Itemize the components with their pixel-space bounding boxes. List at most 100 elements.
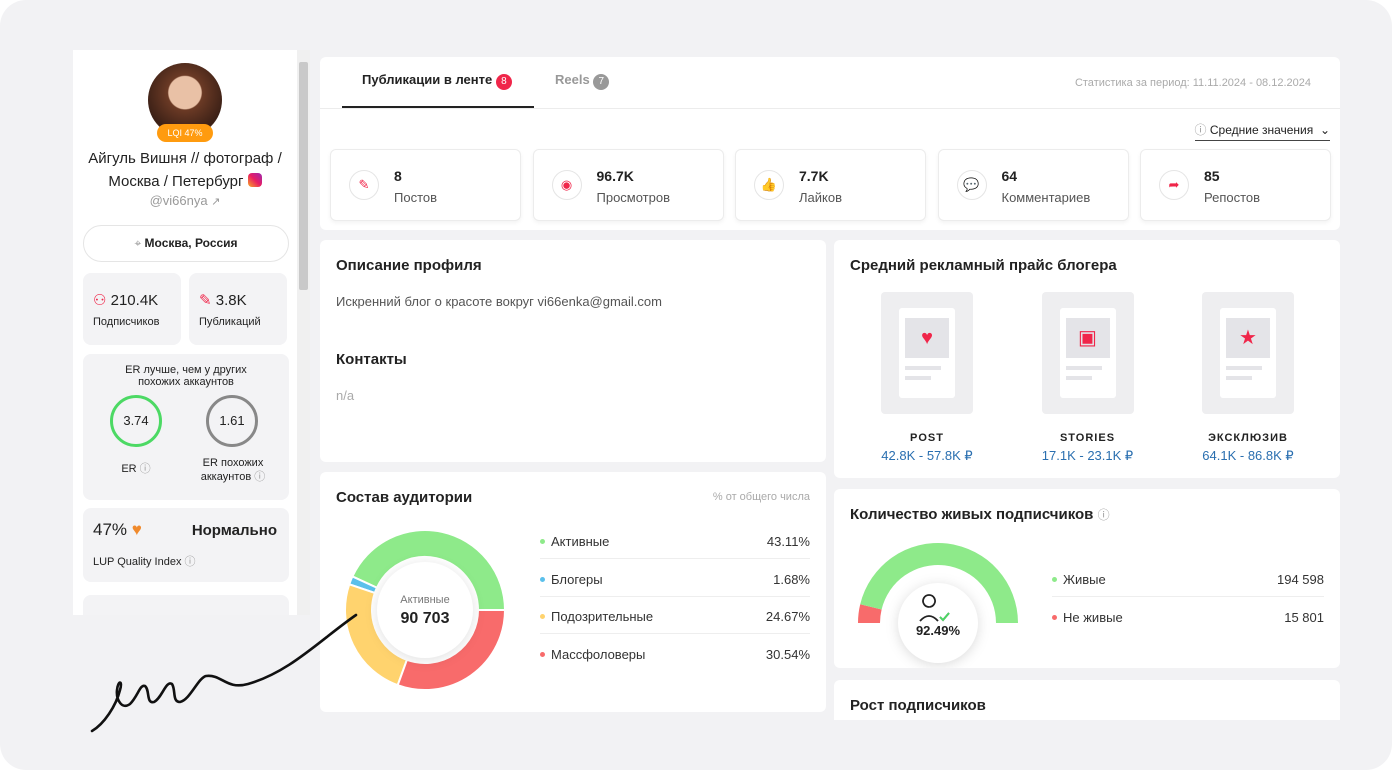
lup-value: 47% xyxy=(93,520,128,539)
tab-label[interactable]: Reels xyxy=(555,72,590,87)
info-icon: ⓘ xyxy=(139,463,151,475)
prices-card: Средний рекламный прайс блогера ♥ POST 42.… xyxy=(834,240,1340,478)
tab-label[interactable]: Публикации в ленте xyxy=(362,72,493,87)
external-link[interactable]: ↗ xyxy=(211,196,221,208)
tab-badge[interactable]: 7 xyxy=(593,74,610,90)
card-title: Описание профиля xyxy=(336,257,482,274)
location: Москва, Россия xyxy=(144,236,238,250)
tab[interactable]: Reels 7 xyxy=(555,72,610,90)
legend-row: Подозрительные 24.67% xyxy=(540,607,810,634)
stat-label: Комментариев xyxy=(1001,190,1091,205)
legend-label: Блогеры xyxy=(551,571,603,587)
preview-line xyxy=(1226,366,1262,370)
er-similar-row: ER похожих аккаунтов ⓘ xyxy=(187,456,279,484)
legend-dot xyxy=(1052,577,1057,582)
card-title: Средний рекламный прайс блогера xyxy=(850,257,1117,274)
donut-segment xyxy=(396,609,507,691)
gauge-chart: 92.49% xyxy=(858,543,1018,663)
legend-separator xyxy=(1052,596,1324,597)
followers-row: ⚇ 210.4K xyxy=(93,291,158,309)
preview-line xyxy=(1065,376,1092,380)
card-title: Состав аудитории xyxy=(336,489,473,506)
price-card-preview: ★ xyxy=(1220,308,1276,398)
er-box: ER лучше, чем у других похожих аккаунтов… xyxy=(83,354,289,500)
legend-label: Подозрительные xyxy=(551,609,654,624)
legend-dot xyxy=(540,539,545,544)
legend-value: 24.67% xyxy=(765,609,810,624)
lup-box: 47% ♥ Нормально LUP Quality Index ⓘ xyxy=(83,508,289,582)
preview-image: ▣ xyxy=(1065,318,1110,358)
posts-icon: ✎ xyxy=(199,292,212,309)
preview-image: ♥ xyxy=(905,318,949,358)
stat-icon: 💬 xyxy=(956,170,987,200)
card-title-row: Количество живых подписчиков ⓘ xyxy=(850,506,1110,523)
er-similar: 1.61 xyxy=(206,395,258,447)
followers-icon: ⚇ xyxy=(93,292,107,309)
growth-card: Рост подписчиков xyxy=(834,680,1340,720)
preview-image: ★ xyxy=(1226,318,1270,358)
pin-icon: ⌖ xyxy=(134,236,142,250)
lqi-badge: LQI 47% xyxy=(157,124,213,142)
stat-value: 64 xyxy=(1001,168,1018,184)
er-own-label: ER xyxy=(121,463,137,475)
legend-row: Живые 194 598 xyxy=(1052,570,1324,597)
legend-label: Живые xyxy=(1063,572,1106,587)
preview-line xyxy=(905,366,941,370)
lup-row: 47% ♥ xyxy=(93,520,142,540)
check-icon xyxy=(939,612,950,622)
posts-label: Публикаций xyxy=(199,316,261,328)
stat-icon: ➦ xyxy=(1159,170,1189,200)
lup-status: Нормально xyxy=(191,522,277,539)
stat-label: Просмотров xyxy=(596,190,671,205)
stat-label: Постов xyxy=(394,190,438,205)
audience-card: Состав аудитории % от общего числа Актив… xyxy=(320,472,826,712)
legend-dot xyxy=(1052,614,1057,620)
stat-value: 8 xyxy=(394,168,402,184)
donut-chart: Активные 90 703 xyxy=(344,529,507,691)
profile-card: Описание профиля Искренний блог о красот… xyxy=(320,240,826,462)
gauge-segment xyxy=(860,543,1018,623)
stat-card: ➦ 85 Репостов xyxy=(1140,149,1331,221)
scribble-line xyxy=(90,613,358,733)
followers-label: Подписчиков xyxy=(93,316,160,328)
profile-name: Айгуль Вишня // фотограф / Москва / Пете… xyxy=(81,147,289,193)
legend-value: 194 598 xyxy=(1277,572,1324,587)
info-icon: ⓘ xyxy=(1097,508,1110,522)
legend-separator xyxy=(540,595,810,597)
preview-line xyxy=(1065,366,1102,370)
posts-box: ✎ 3.8K Публикаций xyxy=(189,273,287,345)
stat-icon: ✎ xyxy=(349,170,379,200)
stat-label: Лайков xyxy=(799,190,842,205)
chevron[interactable]: ⌄ xyxy=(1319,123,1330,137)
price-label: ЭКСКЛЮЗИВ xyxy=(1208,432,1288,444)
legend-row: Массфоловеры 30.54% xyxy=(540,645,810,665)
legend-value: 43.11% xyxy=(766,534,810,549)
scrollbar-thumb xyxy=(299,62,308,290)
live-card: Количество живых подписчиков ⓘ 92.49% Жи… xyxy=(834,489,1340,668)
legend-dot xyxy=(540,576,545,582)
handle: @vi66nya xyxy=(149,193,208,208)
more-box xyxy=(83,595,289,615)
legend-value: 15 801 xyxy=(1284,609,1324,625)
mode[interactable]: Средние значения xyxy=(1209,123,1314,137)
info-icon: ⓘ xyxy=(1194,123,1207,137)
card-title: Рост подписчиков xyxy=(850,697,986,714)
stat-icon: 👍 xyxy=(754,170,784,200)
tab[interactable]: Публикации в ленте 8 xyxy=(362,72,512,90)
contacts-title: Контакты xyxy=(336,351,407,368)
followers-box: ⚇ 210.4K Подписчиков xyxy=(83,273,181,345)
stat-label: Репостов xyxy=(1204,190,1261,205)
donut-segment xyxy=(351,529,507,611)
followers-value: 210.4K xyxy=(110,292,159,309)
tab-badge[interactable]: 8 xyxy=(495,74,512,90)
stat-card: 💬 64 Комментариев xyxy=(937,149,1129,221)
price-range: 64.1K - 86.8K ₽ xyxy=(1202,448,1294,463)
legend-dot xyxy=(540,614,545,619)
stat-card: ◉ 96.7K Просмотров xyxy=(532,149,724,221)
stat-value: 96.7K xyxy=(596,168,634,184)
legend-separator xyxy=(540,633,810,634)
er-own-row: ER ⓘ xyxy=(86,460,186,476)
period: Статистика за период: 11.11.2024 - 08.12… xyxy=(1074,77,1311,89)
mode-dropdown[interactable]: ⓘ Средние значения ⌄ xyxy=(1194,121,1330,141)
